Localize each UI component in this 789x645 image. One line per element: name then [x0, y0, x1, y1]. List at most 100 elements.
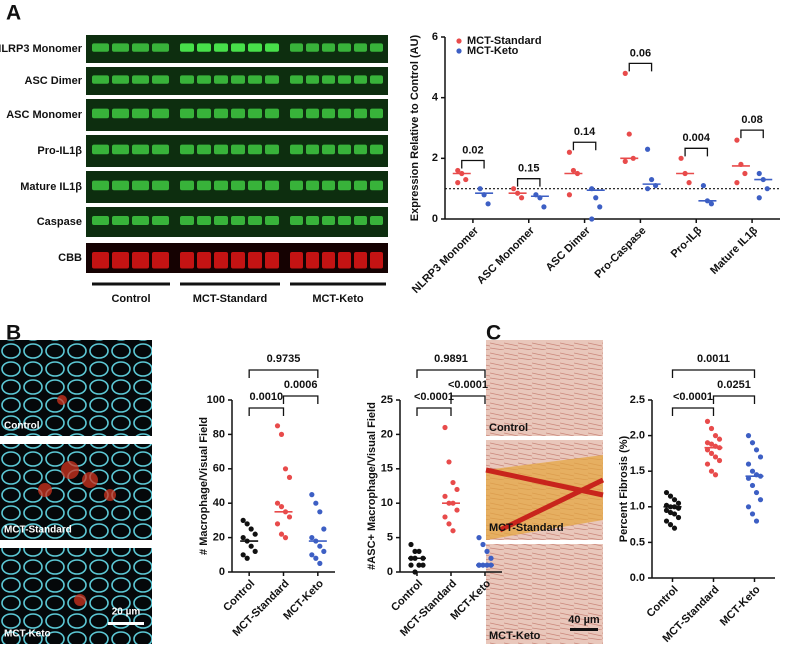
data-point: [622, 158, 628, 164]
blot-band: [306, 252, 319, 269]
blot-band: [132, 108, 149, 119]
blot-band: [370, 216, 383, 225]
y-axis-label: # Macrophage/Visual Field: [198, 417, 210, 555]
blot-band: [180, 75, 194, 84]
y-tick-label: 6: [432, 31, 438, 43]
data-point: [282, 466, 289, 472]
blot-label: CBB: [58, 252, 82, 264]
blot-band: [248, 180, 262, 191]
scale-label: 20 µm: [112, 607, 141, 618]
data-point: [488, 555, 494, 561]
blot-band: [265, 75, 279, 84]
data-point: [485, 201, 491, 207]
stain: [38, 395, 116, 606]
data-point: [416, 548, 422, 554]
chart: 0 2 4 6 Expression Relative to Control (AU) N…: [409, 31, 780, 296]
data-point: [745, 475, 752, 481]
data-point: [278, 504, 285, 510]
blot-label: Caspase: [37, 216, 82, 228]
bracket: [516, 178, 541, 187]
data-point: [704, 418, 711, 424]
p-value: 0.08: [741, 114, 762, 126]
y-tick-label: 10: [381, 497, 393, 509]
data-point: [675, 514, 682, 521]
data-point: [321, 548, 327, 554]
data-point: [756, 170, 762, 177]
x-tick-label: ASC Monomer: [475, 224, 538, 287]
data-point: [753, 447, 760, 453]
data-point: [286, 514, 293, 520]
image-label: Control: [4, 421, 40, 432]
blot-band: [180, 180, 194, 191]
data-point: [749, 482, 756, 489]
y-tick-label: 0: [432, 213, 438, 225]
micrographs: [0, 340, 605, 644]
micrograph: [0, 444, 152, 540]
data-point: [708, 468, 715, 474]
p-value: 0.0006: [284, 379, 318, 391]
blot-band: [197, 144, 211, 155]
data-point: [442, 514, 448, 520]
blot-band: [322, 252, 335, 269]
data-point: [309, 492, 315, 498]
group-label: MCT-Standard: [193, 293, 268, 305]
blot-band: [197, 252, 211, 269]
blot-band: [214, 43, 228, 52]
data-point: [455, 167, 461, 174]
blot-band: [132, 252, 149, 269]
data-point: [510, 186, 517, 192]
y-tick-label: 0: [219, 566, 225, 578]
blot-band: [197, 75, 211, 84]
x-tick-label: Pro-Caspase: [593, 225, 649, 281]
data-point: [248, 526, 254, 532]
blot-band: [338, 252, 351, 269]
legend-label: MCT-Keto: [467, 45, 519, 57]
x-tick-label: MCT-Keto: [718, 583, 763, 628]
data-point: [675, 500, 682, 506]
p-value: 0.02: [462, 144, 483, 156]
data-point: [477, 186, 483, 192]
blot-band: [370, 75, 383, 84]
data-point: [708, 201, 715, 207]
panel-letter: A: [6, 2, 21, 25]
blot-band: [354, 43, 367, 52]
data-point: [648, 176, 655, 183]
blot-band: [248, 144, 262, 155]
p-value: 0.9891: [434, 353, 468, 365]
blot-band: [180, 108, 194, 119]
blot-band: [92, 43, 109, 52]
bracket: [684, 147, 709, 157]
data-point: [252, 548, 258, 554]
bracket: [572, 141, 597, 151]
data-point: [412, 548, 418, 554]
blot-band: [132, 180, 149, 191]
blot-band: [214, 75, 228, 84]
blot-band: [152, 252, 169, 269]
bracket: [671, 407, 715, 416]
y-tick-label: 20: [213, 532, 225, 544]
blot-band: [306, 144, 319, 155]
p-value: 0.0010: [250, 391, 284, 403]
data-point: [704, 447, 711, 453]
blot-band: [306, 216, 319, 225]
blot-band: [214, 180, 228, 191]
blot-band: [152, 180, 169, 191]
data-point: [742, 170, 748, 177]
group-label: Control: [111, 293, 150, 305]
panel-letter: B: [6, 322, 21, 345]
data-point: [716, 436, 723, 442]
data-point: [244, 521, 250, 527]
blot-band: [214, 144, 228, 155]
data-point: [593, 195, 599, 201]
image-label: Control: [489, 422, 528, 434]
data-point: [671, 511, 678, 517]
blot-band: [180, 216, 194, 225]
blot-band: [354, 216, 367, 225]
blot-band: [322, 216, 335, 225]
data-point: [317, 509, 323, 515]
blot-band: [132, 216, 149, 225]
data-point: [626, 131, 632, 137]
data-point: [663, 518, 670, 524]
data-point: [446, 459, 452, 465]
data-point: [248, 543, 254, 549]
